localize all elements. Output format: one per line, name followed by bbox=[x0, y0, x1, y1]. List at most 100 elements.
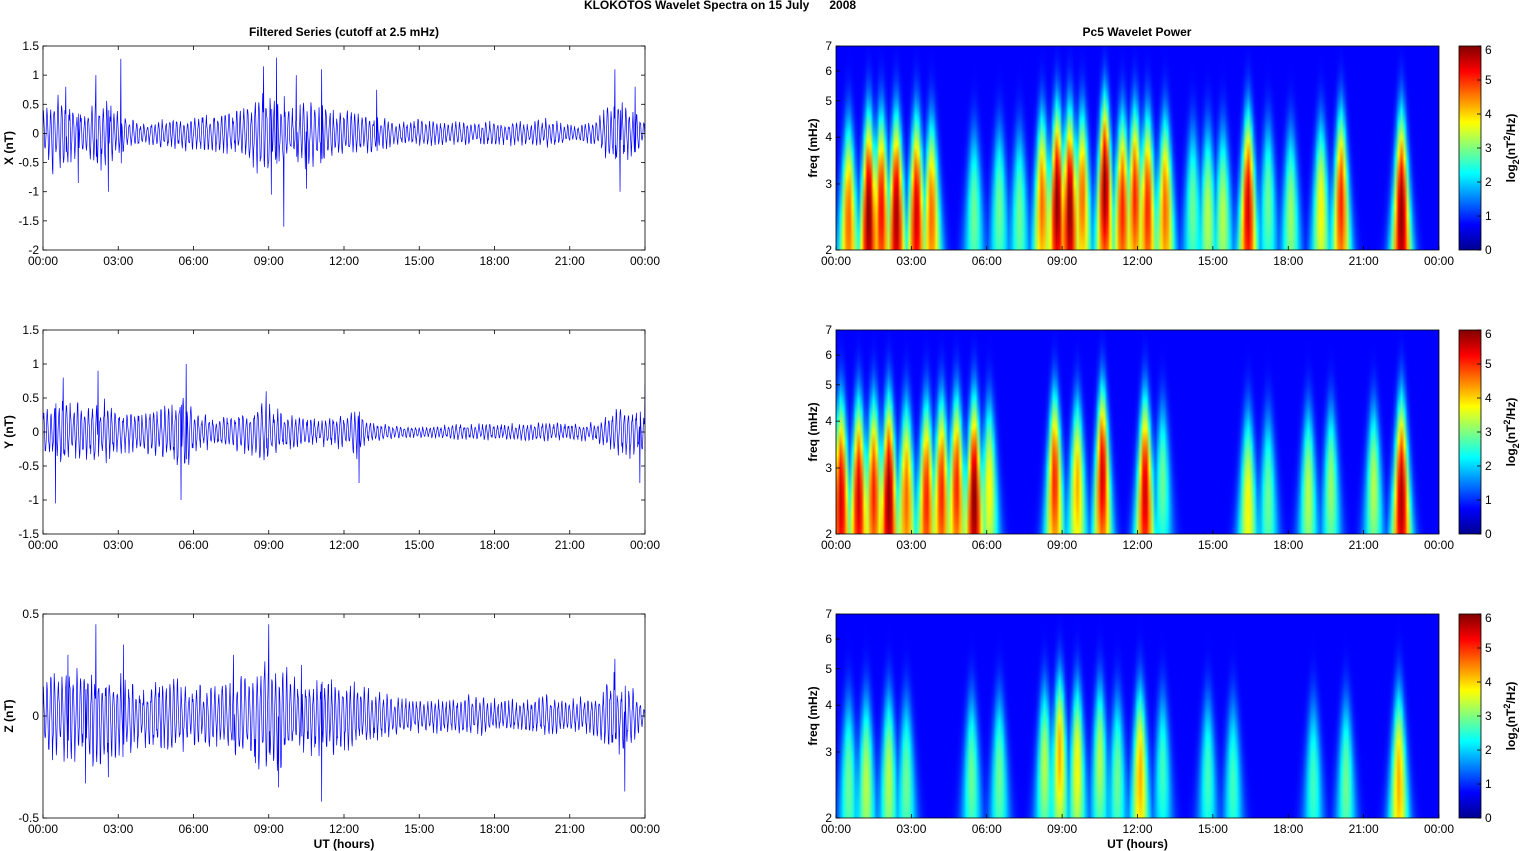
x-tick-label: 09:00 bbox=[254, 538, 284, 552]
y-tick-label: 1.5 bbox=[22, 39, 39, 53]
colorbar-tick-label: 3 bbox=[1485, 141, 1492, 155]
x-tick-label: 15:00 bbox=[404, 538, 434, 552]
colorbar-tick-label: 1 bbox=[1485, 493, 1492, 507]
x-tick-label: 06:00 bbox=[178, 254, 208, 268]
x-tick-label: 18:00 bbox=[1273, 254, 1303, 268]
x-tick-label: 21:00 bbox=[1349, 254, 1379, 268]
x-tick-label: 03:00 bbox=[896, 538, 926, 552]
colorbar-tick-label: 4 bbox=[1485, 391, 1492, 405]
x-tick-label: 21:00 bbox=[555, 538, 585, 552]
y-tick-label: 0 bbox=[32, 425, 39, 439]
x-tick-label: 21:00 bbox=[555, 254, 585, 268]
x-tick-label: 15:00 bbox=[404, 254, 434, 268]
x-tick-label: 21:00 bbox=[555, 822, 585, 836]
x-tick-label: 00:00 bbox=[630, 538, 660, 552]
x-tick-label: 03:00 bbox=[896, 254, 926, 268]
x-tick-label: 18:00 bbox=[479, 822, 509, 836]
x-tick-label: 18:00 bbox=[479, 538, 509, 552]
freq-tick-label: 5 bbox=[825, 662, 832, 676]
colorbar-label: log2(nT2/Hz) bbox=[1502, 114, 1521, 183]
y-axis-label: Y (nT) bbox=[2, 415, 16, 449]
plot-frame bbox=[42, 45, 646, 251]
y-tick-label: 0.5 bbox=[22, 607, 39, 621]
colorbar-tick-label: 3 bbox=[1485, 709, 1492, 723]
freq-tick-label: 7 bbox=[825, 323, 832, 337]
freq-tick-label: 2 bbox=[825, 243, 832, 257]
x-tick-label: 15:00 bbox=[1198, 822, 1228, 836]
y-axis-label: Z (nT) bbox=[2, 699, 16, 732]
x-tick-label: 00:00 bbox=[28, 822, 58, 836]
y-tick-label: -2 bbox=[28, 243, 39, 257]
y-tick-label: -0.5 bbox=[18, 156, 39, 170]
series-line bbox=[43, 363, 645, 504]
x-tick-label: 12:00 bbox=[1122, 538, 1152, 552]
x-tick-label: 12:00 bbox=[329, 254, 359, 268]
y-tick-label: -1.5 bbox=[18, 214, 39, 228]
freq-tick-label: 2 bbox=[825, 811, 832, 825]
freq-tick-label: 7 bbox=[825, 39, 832, 53]
y-tick-label: 1 bbox=[32, 68, 39, 82]
x-tick-label: 12:00 bbox=[329, 538, 359, 552]
x-tick-label: 03:00 bbox=[103, 822, 133, 836]
wavelet-power-heatmap bbox=[836, 46, 1439, 250]
left-column-title: Filtered Series (cutoff at 2.5 mHz) bbox=[249, 25, 439, 39]
x-tick-label: 00:00 bbox=[821, 822, 851, 836]
series-line bbox=[43, 624, 645, 802]
y-tick-label: -0.5 bbox=[18, 811, 39, 825]
x-tick-label: 12:00 bbox=[329, 822, 359, 836]
colorbar-tick-label: 4 bbox=[1485, 675, 1492, 689]
freq-tick-label: 2 bbox=[825, 527, 832, 541]
colorbar-tick-label: 6 bbox=[1485, 43, 1492, 57]
freq-tick-label: 4 bbox=[825, 130, 832, 144]
freq-tick-label: 6 bbox=[825, 632, 832, 646]
x-tick-label: 00:00 bbox=[28, 254, 58, 268]
x-tick-label: 00:00 bbox=[630, 822, 660, 836]
x-tick-label: 09:00 bbox=[1047, 822, 1077, 836]
colorbar-tick-label: 5 bbox=[1485, 641, 1492, 655]
y-axis-label: freq (mHz) bbox=[806, 686, 820, 745]
x-axis-label: UT (hours) bbox=[314, 837, 375, 851]
x-tick-label: 03:00 bbox=[896, 822, 926, 836]
y-tick-label: -1 bbox=[28, 493, 39, 507]
x-tick-label: 00:00 bbox=[1424, 822, 1454, 836]
freq-tick-label: 6 bbox=[825, 348, 832, 362]
x-tick-label: 09:00 bbox=[1047, 538, 1077, 552]
y-tick-label: -1 bbox=[28, 185, 39, 199]
y-tick-label: 0.5 bbox=[22, 97, 39, 111]
x-tick-label: 06:00 bbox=[972, 822, 1002, 836]
x-tick-label: 15:00 bbox=[404, 822, 434, 836]
x-tick-label: 09:00 bbox=[254, 254, 284, 268]
x-tick-label: 18:00 bbox=[1273, 538, 1303, 552]
y-tick-label: 0 bbox=[32, 126, 39, 140]
x-tick-label: 00:00 bbox=[821, 254, 851, 268]
x-tick-label: 00:00 bbox=[28, 538, 58, 552]
freq-tick-label: 4 bbox=[825, 414, 832, 428]
x-tick-label: 21:00 bbox=[1349, 822, 1379, 836]
colorbar-tick-label: 2 bbox=[1485, 743, 1492, 757]
x-tick-label: 18:00 bbox=[1273, 822, 1303, 836]
x-tick-label: 06:00 bbox=[178, 538, 208, 552]
freq-tick-label: 7 bbox=[825, 607, 832, 621]
x-tick-label: 00:00 bbox=[630, 254, 660, 268]
colorbar-tick-label: 5 bbox=[1485, 73, 1492, 87]
x-tick-label: 06:00 bbox=[972, 254, 1002, 268]
x-tick-label: 15:00 bbox=[1198, 254, 1228, 268]
freq-tick-label: 4 bbox=[825, 698, 832, 712]
x-tick-label: 21:00 bbox=[1349, 538, 1379, 552]
y-axis-label: freq (mHz) bbox=[806, 118, 820, 177]
x-tick-label: 12:00 bbox=[1122, 254, 1152, 268]
y-axis-label: X (nT) bbox=[2, 131, 16, 165]
colorbar-tick-label: 1 bbox=[1485, 777, 1492, 791]
y-tick-label: 1.5 bbox=[22, 323, 39, 337]
y-tick-label: 0 bbox=[32, 709, 39, 723]
x-axis-label: UT (hours) bbox=[1107, 837, 1168, 851]
y-tick-label: -0.5 bbox=[18, 459, 39, 473]
colorbar-tick-label: 2 bbox=[1485, 175, 1492, 189]
x-tick-label: 09:00 bbox=[254, 822, 284, 836]
colorbar-tick-label: 0 bbox=[1485, 527, 1492, 541]
colorbar-tick-label: 3 bbox=[1485, 425, 1492, 439]
colorbar-label: log2(nT2/Hz) bbox=[1502, 682, 1521, 751]
y-axis-label: freq (mHz) bbox=[806, 402, 820, 461]
right-column-title: Pc5 Wavelet Power bbox=[1083, 25, 1192, 39]
colorbar-tick-label: 4 bbox=[1485, 107, 1492, 121]
